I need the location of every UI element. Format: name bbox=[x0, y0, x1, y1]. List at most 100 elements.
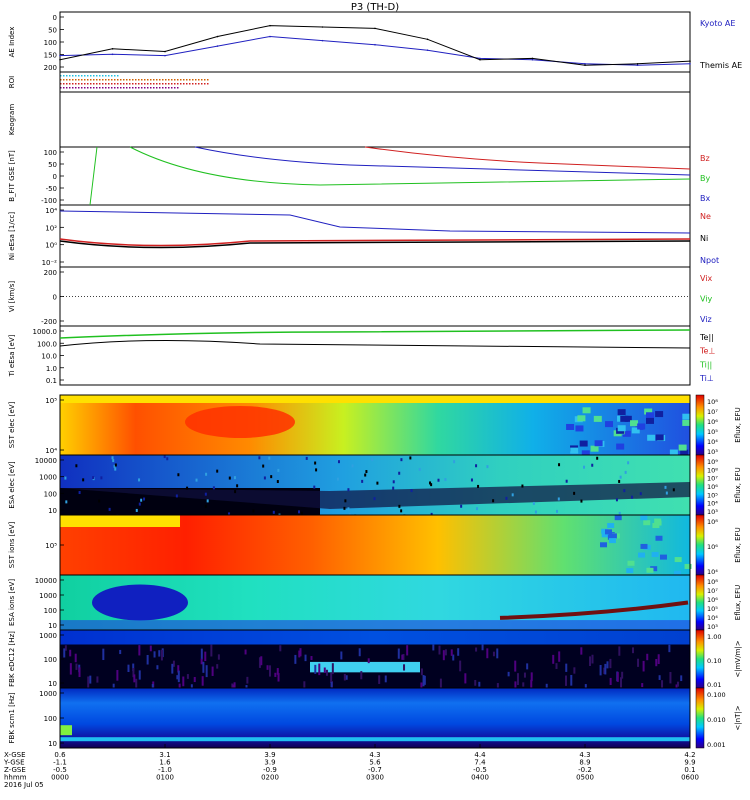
fbk-edc-noise bbox=[276, 668, 279, 675]
esa-elec-noise bbox=[505, 496, 508, 500]
esa-elec-noise bbox=[195, 478, 198, 482]
fbk-edc-noise bbox=[655, 658, 658, 667]
roi-marker bbox=[72, 75, 74, 77]
esa-elec-noise bbox=[596, 456, 599, 460]
colorbar-tick: 10⁸ bbox=[707, 518, 718, 526]
colorbar-tick: 10³ bbox=[707, 448, 718, 456]
ephemeris-value: 0500 bbox=[576, 774, 594, 782]
ae-point bbox=[426, 49, 429, 51]
ti-par-line bbox=[59, 329, 691, 339]
esa-elec-noise bbox=[258, 456, 261, 460]
panel-ylabel: ROI bbox=[8, 76, 16, 88]
esa-elec-noise bbox=[298, 510, 300, 514]
sst-ion-pixel bbox=[650, 566, 658, 572]
roi-marker bbox=[174, 83, 176, 85]
fbk-edc-noise bbox=[442, 650, 445, 661]
ni-line bbox=[59, 240, 691, 249]
roi-marker bbox=[135, 87, 137, 89]
esa-elec-noise bbox=[252, 509, 255, 513]
esa-elec-noise bbox=[236, 484, 239, 488]
fbk-edc-noise bbox=[299, 648, 302, 657]
esa-elec-noise bbox=[113, 464, 116, 468]
panel-ylabel: Ni eEsa [1/cc] bbox=[8, 212, 16, 261]
fbk-edc-noise bbox=[422, 675, 425, 687]
panel-fbk_e: FBK eDC12 [Hz] 1000 100 10 bbox=[8, 629, 691, 695]
esa-elec-noise bbox=[347, 488, 350, 492]
sst-ion-pixel bbox=[643, 520, 651, 526]
esa-elec-noise bbox=[558, 463, 561, 467]
fbk-edc-noise bbox=[457, 648, 460, 656]
fbk-edc-noise bbox=[205, 665, 208, 678]
panel-ytick: 1000.0 bbox=[33, 328, 58, 336]
fbk-edc-noise bbox=[74, 653, 77, 663]
panel-frame bbox=[59, 91, 691, 148]
roi-marker bbox=[183, 83, 185, 85]
fbk-edc-noise bbox=[133, 674, 136, 683]
roi-marker bbox=[60, 87, 62, 89]
fbk-edc-noise bbox=[132, 668, 135, 678]
ae-point bbox=[479, 57, 481, 60]
esa-elec-noise bbox=[365, 470, 368, 474]
panel-esa_i: ESA ions [eV] 10000 1000 100 10 bbox=[8, 574, 691, 631]
roi-marker bbox=[105, 79, 107, 81]
fbk-edc-noise bbox=[274, 672, 277, 677]
colorbar-tick: 0.01 bbox=[707, 681, 721, 689]
fbk-edc-noise bbox=[573, 667, 576, 674]
legend-entry: Ne bbox=[700, 212, 711, 221]
roi-marker bbox=[180, 83, 182, 85]
panel-ylabel: SST elec [eV] bbox=[8, 401, 16, 448]
esa-elec-noise bbox=[470, 478, 473, 482]
esa-elec-noise bbox=[300, 511, 303, 515]
esa-elec-noise bbox=[351, 464, 354, 468]
panel-ae: AE Index 0 50 100 150 200 Kyoto AE Themis AE bbox=[8, 11, 742, 73]
esa-elec-noise bbox=[486, 465, 489, 469]
fbk-edc-noise bbox=[403, 664, 406, 671]
roi-marker bbox=[189, 79, 191, 81]
fbk-edc-noise bbox=[464, 673, 467, 684]
esa-elec-noise bbox=[460, 504, 463, 508]
roi-marker bbox=[111, 83, 113, 85]
legend-entry: Vix bbox=[700, 274, 713, 283]
roi-marker bbox=[159, 79, 161, 81]
fbk-edc-noise bbox=[621, 671, 624, 679]
esa-elec-noise bbox=[631, 495, 634, 499]
esa-elec-noise bbox=[204, 504, 207, 508]
roi-marker bbox=[66, 87, 68, 89]
panel-ytick: 1000 bbox=[39, 474, 57, 482]
fbk-edc-noise bbox=[496, 648, 499, 659]
esa-elec-noise bbox=[418, 467, 421, 471]
panel-ytick: -200 bbox=[41, 318, 57, 326]
sst-elec-pixel bbox=[577, 415, 586, 422]
fbk-edc-noise bbox=[444, 649, 447, 656]
fbk-edc-noise bbox=[78, 667, 81, 678]
colorbar-tick: 10³ bbox=[707, 623, 718, 631]
sst-ion-pixel bbox=[674, 557, 682, 563]
fbk-edc-noise bbox=[102, 648, 105, 661]
roi-marker bbox=[144, 83, 146, 85]
ephemeris-value: -0.7 bbox=[368, 766, 382, 774]
roi-marker bbox=[114, 83, 116, 85]
roi-marker bbox=[105, 83, 107, 85]
roi-marker bbox=[165, 87, 167, 89]
roi-marker bbox=[153, 83, 155, 85]
esa-elec-dark-band bbox=[60, 482, 690, 509]
esa-elec-noise bbox=[624, 470, 627, 474]
fbk-edc-noise bbox=[304, 654, 307, 662]
esa-elec-noise bbox=[361, 479, 364, 483]
sst-ion-pixel bbox=[640, 515, 648, 521]
ne-line bbox=[59, 238, 691, 247]
ephemeris-row-label: 2016 Jul 05 bbox=[4, 781, 44, 789]
fbk-edc-noise bbox=[294, 654, 297, 664]
esa-elec-noise bbox=[64, 476, 67, 480]
fbk-edc-noise bbox=[158, 650, 161, 657]
roi-marker bbox=[192, 79, 194, 81]
esa-elec-noise bbox=[437, 478, 440, 482]
ae-point bbox=[374, 43, 376, 46]
sst-elec-pixel bbox=[590, 445, 599, 452]
fbk-edc-noise bbox=[530, 679, 533, 690]
ephemeris-value: 4.3 bbox=[579, 751, 590, 759]
ae-point bbox=[216, 45, 219, 47]
roi-marker bbox=[159, 87, 161, 89]
roi-marker bbox=[186, 79, 188, 81]
sst-elec-pixel bbox=[582, 407, 591, 414]
